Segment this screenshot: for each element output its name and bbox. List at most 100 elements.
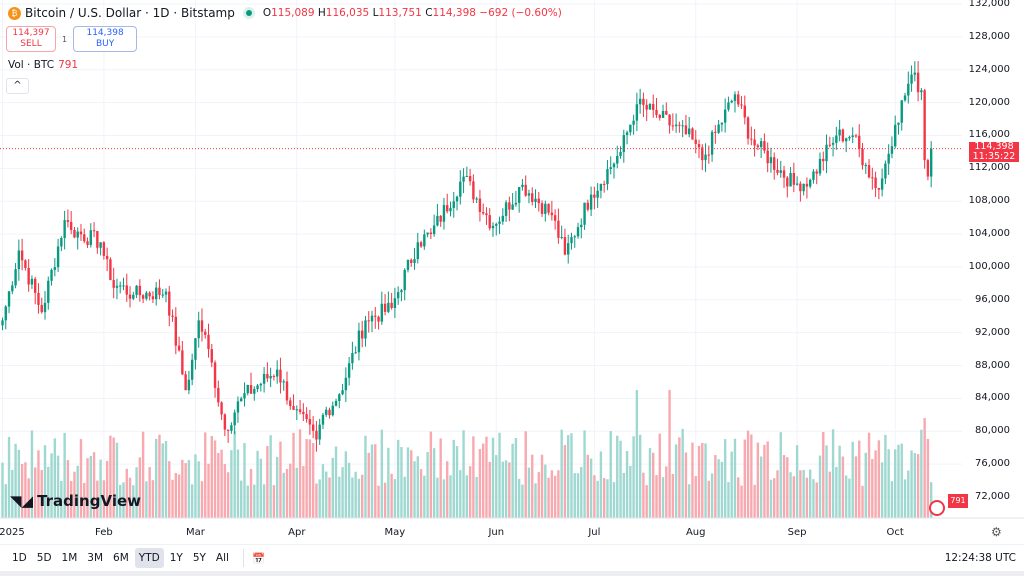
volume-bar <box>452 439 455 518</box>
volume-bar <box>583 430 586 518</box>
volume-bar <box>217 453 220 518</box>
volume-bar <box>665 466 668 518</box>
candle-body <box>465 176 469 178</box>
candle-body <box>158 287 161 295</box>
candle-body <box>168 291 171 316</box>
volume-bar <box>655 475 658 518</box>
candle-body <box>478 198 482 213</box>
volume-bar <box>701 442 704 518</box>
volume-bar <box>194 454 197 518</box>
candle-body <box>910 74 913 84</box>
volume-bar <box>14 443 17 518</box>
volume-bar <box>501 461 505 518</box>
volume-bar <box>472 436 475 518</box>
volume-bar <box>119 484 122 518</box>
spread: 1 <box>62 34 68 44</box>
candle-body <box>249 384 253 394</box>
volume-bar <box>289 463 292 518</box>
candle-body <box>210 349 213 363</box>
range-button-1m[interactable]: 1M <box>61 552 78 564</box>
volume-bar <box>269 435 272 518</box>
candle-body <box>204 331 207 335</box>
range-button-3m[interactable]: 3M <box>87 552 104 564</box>
volume-bar <box>230 450 233 518</box>
settings-icon[interactable]: ⚙ <box>991 525 1002 539</box>
volume-bar <box>635 390 639 518</box>
candle-body <box>609 167 612 170</box>
volume-bar <box>462 430 465 518</box>
volume-bar <box>488 461 491 518</box>
symbol-title[interactable]: Bitcoin / U.S. Dollar · 1D · Bitstamp <box>25 6 235 20</box>
volume-bar <box>792 476 796 518</box>
candle-body <box>380 303 384 322</box>
candle-body <box>488 215 491 229</box>
candle-body <box>89 230 92 245</box>
candle-body <box>779 170 782 173</box>
volume-bar <box>658 433 661 518</box>
volume-bar <box>910 450 913 518</box>
volume-bar <box>207 463 210 518</box>
range-button-all[interactable]: All <box>215 552 229 564</box>
volume-bar <box>79 439 83 518</box>
price-chart[interactable] <box>0 0 1024 545</box>
range-button-1d[interactable]: 1D <box>12 552 27 564</box>
candle-body <box>648 104 652 110</box>
time-tick-label: Oct <box>886 527 904 538</box>
volume-bar <box>835 467 838 518</box>
candle-body <box>586 202 590 210</box>
tradingview-logo[interactable]: ◥◢ TradingView <box>10 492 141 510</box>
candle-body <box>593 194 596 198</box>
volume-bar <box>517 478 521 518</box>
price-tick-label: 96,000 <box>975 293 1010 305</box>
range-button-5y[interactable]: 5Y <box>192 552 206 564</box>
candle-body <box>678 124 681 126</box>
candle-body <box>99 242 102 248</box>
goto-date-icon[interactable]: 📅 <box>251 552 266 565</box>
volume-bar <box>602 478 606 518</box>
volume-bar <box>321 464 325 518</box>
volume-bar <box>220 449 223 518</box>
volume-bar <box>236 449 240 518</box>
volume-bar <box>580 466 583 518</box>
volume-bar <box>789 472 792 518</box>
candle-body <box>164 291 168 295</box>
candle-body <box>805 183 809 187</box>
candle-body <box>338 394 341 401</box>
volume-bar <box>171 479 174 518</box>
volume-bar <box>86 458 89 518</box>
candle-body <box>697 143 701 148</box>
volume-bar <box>259 458 263 518</box>
volume-bar <box>338 476 341 518</box>
candle-body <box>341 390 344 395</box>
range-button-5d[interactable]: 5D <box>36 552 52 564</box>
candle-body <box>848 136 851 139</box>
volume-bar <box>612 482 616 518</box>
volume-bar <box>537 472 540 518</box>
buy-button[interactable]: 114,398 BUY <box>73 26 138 52</box>
volume-bar <box>410 450 413 518</box>
volume-bar <box>707 480 711 518</box>
candle-body <box>262 373 266 384</box>
collapse-legend-button[interactable]: ^ <box>6 78 29 94</box>
candle-body <box>913 72 917 75</box>
candle-body <box>171 315 174 317</box>
candle-body <box>83 234 86 242</box>
range-button-ytd[interactable]: YTD <box>134 548 164 568</box>
utc-clock[interactable]: 12:24:38 UTC <box>944 552 1016 564</box>
candle-body <box>531 193 534 202</box>
volume-bar <box>557 470 560 518</box>
volume-bar <box>838 445 841 518</box>
candle-body <box>828 144 832 146</box>
volume-bar <box>694 476 697 518</box>
candle-body <box>246 384 249 394</box>
range-button-6m[interactable]: 6M <box>113 552 129 564</box>
candle-body <box>122 285 125 287</box>
candle-body <box>161 294 164 296</box>
range-button-1y[interactable]: 1Y <box>169 552 183 564</box>
sell-button[interactable]: 114,397 SELL <box>6 26 56 52</box>
candle-body <box>638 98 642 105</box>
volume-bar <box>887 449 890 518</box>
volume-bar <box>158 434 161 518</box>
price-tick-label: 100,000 <box>968 260 1010 272</box>
candle-body <box>616 155 619 164</box>
